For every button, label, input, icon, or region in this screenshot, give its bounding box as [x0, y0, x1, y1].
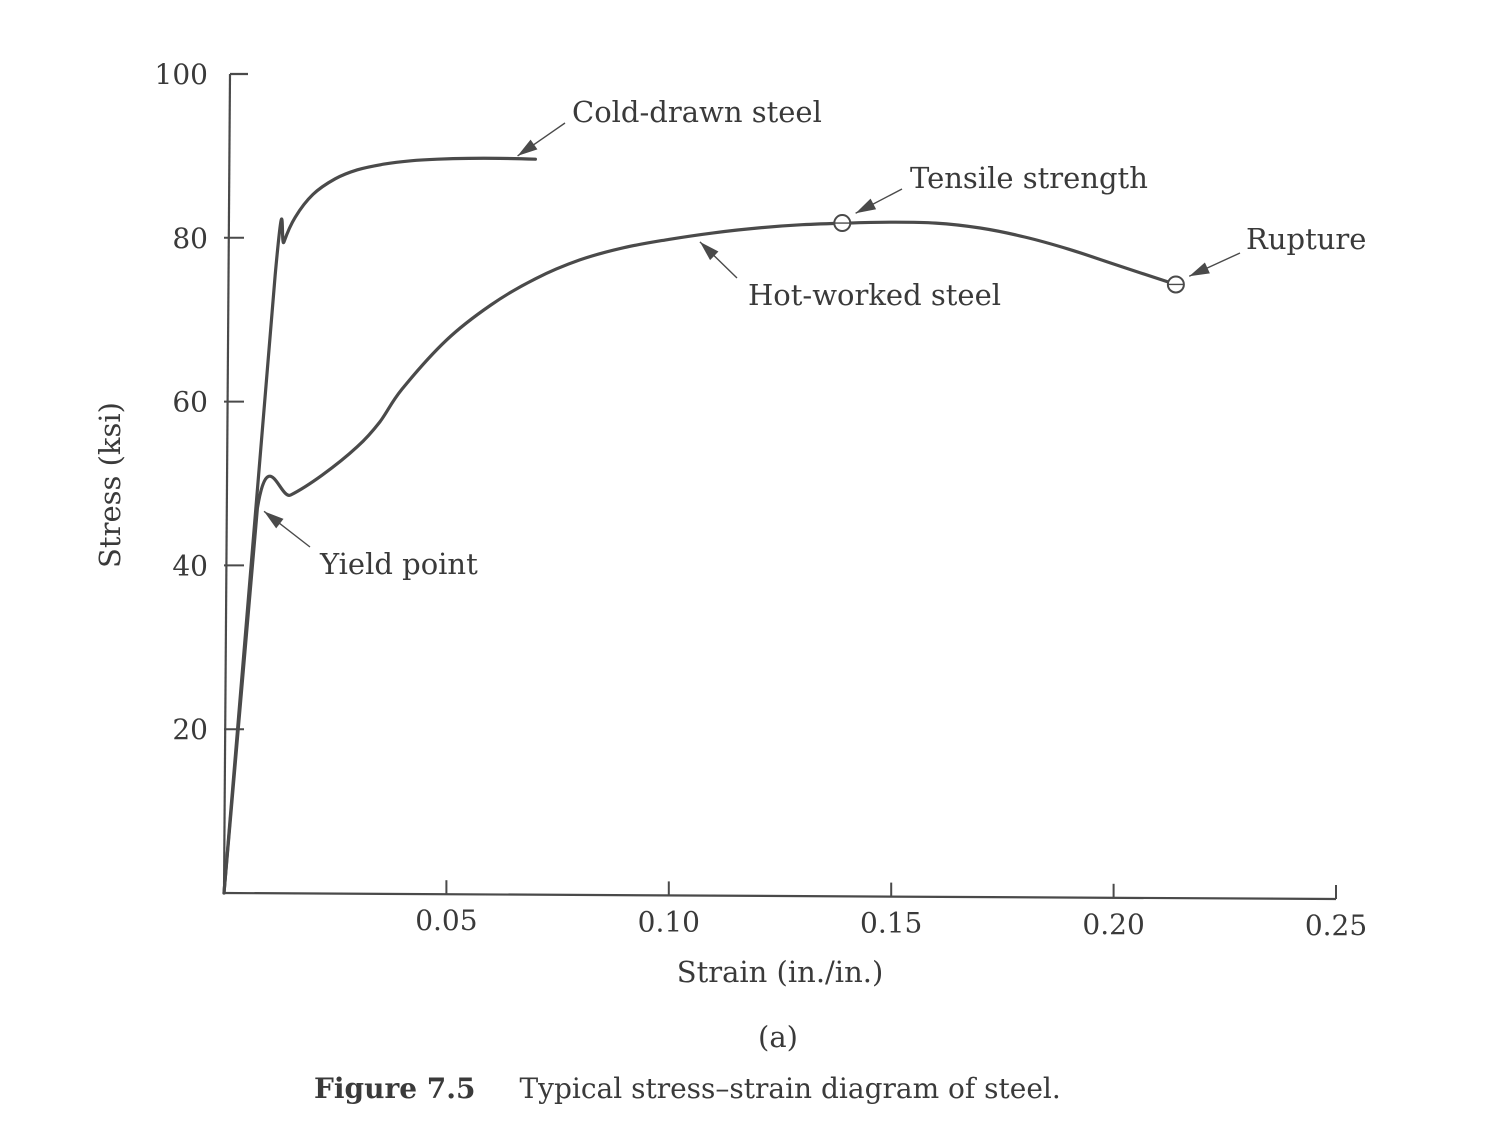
- y-axis-title: Stress (ksi): [93, 402, 127, 568]
- annotation-tensile-strength: Tensile strength: [910, 161, 1148, 195]
- x-tick-label-0.20: 0.20: [1082, 908, 1144, 941]
- y-tick-label-40: 40: [172, 549, 208, 582]
- x-axis-line: [223, 891, 1337, 901]
- x-axis-title: Strain (in./in.): [677, 955, 884, 989]
- series-line-hot-worked-steel: [222, 220, 1178, 895]
- figure-caption: Figure 7.5 Typical stress–strain diagram…: [314, 1072, 1061, 1105]
- subfigure-label: (a): [758, 1020, 798, 1054]
- annotations-group: Cold-drawn steel Tensile strength Rupture H…: [263, 95, 1366, 581]
- arrowhead-rupture: [1189, 262, 1210, 277]
- y-axis-line: [222, 73, 232, 894]
- markers-group: [833, 214, 1185, 294]
- x-tick-label-0.25: 0.25: [1305, 909, 1367, 942]
- axes: [222, 72, 1337, 901]
- x-tick-label-0.05: 0.05: [415, 904, 477, 937]
- arrowhead-tensile-strength: [855, 198, 877, 214]
- y-tick-label-80: 80: [172, 222, 208, 255]
- annotation-cold-drawn-steel: Cold-drawn steel: [572, 95, 822, 129]
- annotation-yield-point: Yield point: [319, 547, 478, 581]
- ticks: 20 40 60 80 100 0.05 0.10 0.15 0.20 0.25: [155, 58, 1368, 942]
- arrowhead-yield-point: [264, 511, 284, 529]
- series-line-cold-drawn-steel: [222, 156, 537, 895]
- series-group: [222, 156, 1178, 895]
- annotation-rupture: Rupture: [1246, 222, 1366, 256]
- y-tick-label-100: 100: [155, 58, 208, 91]
- annotation-hot-worked-steel: Hot-worked steel: [748, 278, 1001, 312]
- y-tick-label-60: 60: [172, 386, 208, 419]
- arrowhead-hot-worked-steel: [699, 241, 719, 261]
- arrowhead-cold-drawn-steel: [517, 139, 538, 156]
- caption-text: Typical stress–strain diagram of steel.: [519, 1072, 1060, 1105]
- y-tick-label-20: 20: [172, 713, 208, 746]
- x-tick-label-0.15: 0.15: [860, 907, 922, 940]
- x-tick-label-0.10: 0.10: [638, 905, 700, 938]
- caption-number: Figure 7.5: [314, 1072, 475, 1105]
